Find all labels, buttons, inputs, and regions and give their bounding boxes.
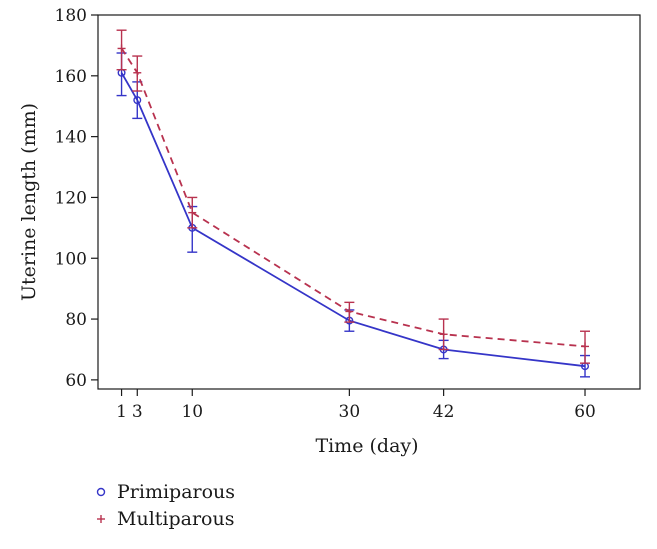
x-tick-label: 30	[339, 402, 361, 422]
legend-label-multiparous: Multiparous	[117, 508, 234, 530]
y-axis: 60 80 100 120 140 160 180	[55, 6, 98, 391]
legend-item-multiparous: Multiparous	[97, 508, 234, 530]
series-layer	[116, 29, 591, 378]
series-line-multiparous	[120, 47, 586, 348]
series-line-primiparous	[120, 72, 586, 368]
data-point-multiparous	[581, 342, 590, 351]
y-tick-label: 100	[55, 249, 87, 269]
x-tick-label: 1	[116, 402, 127, 422]
data-point-multiparous	[188, 208, 197, 217]
y-tick-label: 140	[55, 128, 87, 148]
legend-item-primiparous: Primiparous	[96, 481, 235, 503]
plot-frame	[97, 14, 641, 390]
y-tick-label: 120	[55, 188, 87, 208]
legend-marker-primiparous	[96, 487, 106, 497]
legend: Primiparous Multiparous	[96, 481, 235, 530]
y-tick-label: 180	[55, 6, 87, 26]
series-multiparous	[116, 29, 591, 364]
legend-label-primiparous: Primiparous	[117, 481, 235, 503]
data-point-multiparous	[117, 44, 126, 53]
data-point-multiparous	[133, 68, 142, 77]
x-tick-label: 60	[574, 402, 596, 422]
x-tick-label: 42	[433, 402, 455, 422]
y-tick-label: 80	[65, 310, 87, 330]
y-tick-label: 160	[55, 67, 87, 87]
x-axis-title: Time (day)	[315, 435, 418, 457]
x-tick-label: 10	[181, 402, 203, 422]
data-point-multiparous	[439, 330, 448, 339]
y-tick-label: 60	[65, 371, 87, 391]
series-primiparous	[116, 52, 591, 378]
data-point-primiparous	[133, 96, 142, 105]
y-axis-title: Uterine length (mm)	[18, 103, 40, 301]
legend-marker-multiparous	[97, 515, 105, 523]
data-point-multiparous	[345, 307, 354, 316]
x-tick-label: 3	[132, 402, 143, 422]
x-axis: 1 3 10 30 42 60	[116, 389, 596, 422]
